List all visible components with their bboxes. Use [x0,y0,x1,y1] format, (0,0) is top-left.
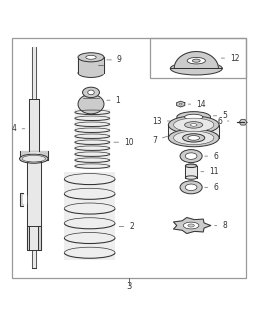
Polygon shape [78,57,104,73]
Ellipse shape [188,224,194,227]
Text: 2: 2 [119,222,134,231]
Ellipse shape [174,118,214,132]
Text: 6: 6 [217,116,229,125]
Ellipse shape [188,136,200,140]
Polygon shape [20,151,48,160]
Polygon shape [32,47,36,99]
Ellipse shape [86,55,96,59]
Ellipse shape [88,90,94,95]
Ellipse shape [185,184,197,190]
Text: 6: 6 [205,183,218,192]
Ellipse shape [180,149,202,163]
Ellipse shape [83,87,99,98]
Polygon shape [177,101,185,107]
Text: 4: 4 [12,124,25,133]
Ellipse shape [180,181,202,194]
Text: 11: 11 [201,167,219,176]
Text: 7: 7 [152,136,168,145]
Polygon shape [173,218,211,234]
Text: 10: 10 [114,138,134,147]
Ellipse shape [177,112,211,123]
Polygon shape [27,161,41,226]
Text: 12: 12 [221,53,240,63]
Polygon shape [23,195,26,203]
Text: 1: 1 [107,96,120,105]
Ellipse shape [179,103,182,105]
Polygon shape [27,226,29,250]
Text: 6: 6 [205,152,218,161]
Polygon shape [188,166,194,178]
Ellipse shape [185,122,203,128]
Polygon shape [29,226,38,250]
Ellipse shape [78,68,104,77]
Text: 3: 3 [126,282,131,291]
Ellipse shape [192,59,200,62]
Ellipse shape [185,114,203,120]
Text: 13: 13 [152,116,170,125]
Text: 8: 8 [215,221,227,230]
Polygon shape [174,52,218,68]
Ellipse shape [183,222,199,229]
Text: 9: 9 [107,55,122,64]
Ellipse shape [185,164,197,168]
Polygon shape [32,250,36,268]
Ellipse shape [170,62,222,75]
Ellipse shape [185,164,197,168]
Text: 5: 5 [213,111,227,120]
Ellipse shape [185,153,197,159]
Polygon shape [29,99,39,151]
Ellipse shape [78,94,104,114]
Ellipse shape [187,57,205,64]
Polygon shape [168,125,219,138]
Ellipse shape [190,124,197,126]
Bar [64,172,115,260]
Ellipse shape [174,131,214,145]
Ellipse shape [22,156,46,162]
Polygon shape [38,226,41,250]
Ellipse shape [78,53,104,62]
Polygon shape [20,193,23,205]
Bar [150,38,246,78]
Polygon shape [185,166,197,178]
Bar [75,109,110,169]
Ellipse shape [183,134,205,142]
Ellipse shape [168,129,219,147]
Ellipse shape [20,154,48,163]
Ellipse shape [185,176,197,179]
Ellipse shape [168,116,219,134]
Text: 14: 14 [188,100,206,108]
Polygon shape [239,120,247,125]
